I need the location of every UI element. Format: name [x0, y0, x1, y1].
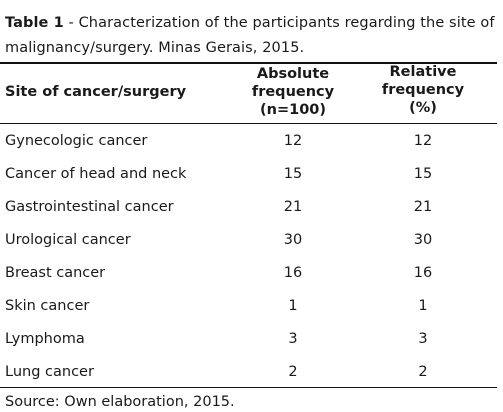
cell-absolute: 15: [283, 166, 303, 182]
header-relative-line1: Relative: [389, 64, 457, 80]
header-absolute-line2: frequency: [251, 84, 335, 100]
cell-relative: 12: [413, 133, 433, 149]
table-row: Gynecologic cancer 12 12: [0, 131, 497, 164]
table-caption: Table 1 - Characterization of the partic…: [5, 11, 499, 61]
cell-absolute: 21: [283, 199, 303, 215]
cell-relative: 1: [418, 298, 428, 314]
header-relative-line3: (%): [409, 100, 437, 116]
cell-absolute: 12: [283, 133, 303, 149]
table-row: Lymphoma 3 3: [0, 329, 497, 362]
header-site: Site of cancer/surgery: [5, 84, 187, 100]
cell-site: Lung cancer: [5, 364, 94, 380]
table-row: Skin cancer 1 1: [0, 296, 497, 329]
header-absolute-line3: (n=100): [260, 102, 326, 118]
cell-site: Lymphoma: [5, 331, 85, 347]
table-bottom-rule: [0, 387, 497, 388]
table-row: Cancer of head and neck 15 15: [0, 164, 497, 197]
cell-site: Gastrointestinal cancer: [5, 199, 174, 215]
cell-relative: 3: [418, 331, 428, 347]
table-caption-text: - Characterization of the participants r…: [5, 15, 495, 56]
table-row: Gastrointestinal cancer 21 21: [0, 197, 497, 230]
table-row: Lung cancer 2 2: [0, 362, 497, 395]
cell-relative: 16: [413, 265, 433, 281]
source-note: Source: Own elaboration, 2015.: [5, 394, 235, 410]
cell-site: Cancer of head and neck: [5, 166, 187, 182]
cell-relative: 2: [418, 364, 428, 380]
cell-absolute: 1: [288, 298, 298, 314]
header-absolute-line1: Absolute: [256, 66, 330, 82]
cell-site: Gynecologic cancer: [5, 133, 148, 149]
cell-absolute: 3: [288, 331, 298, 347]
table-top-rule: [0, 62, 497, 64]
cell-relative: 30: [413, 232, 433, 248]
cell-absolute: 16: [283, 265, 303, 281]
header-relative-line2: frequency: [381, 82, 465, 98]
cell-relative: 15: [413, 166, 433, 182]
cell-site: Breast cancer: [5, 265, 106, 281]
cell-absolute: 30: [283, 232, 303, 248]
cell-absolute: 2: [288, 364, 298, 380]
cell-site: Urological cancer: [5, 232, 131, 248]
cell-site: Skin cancer: [5, 298, 90, 314]
cell-relative: 21: [413, 199, 433, 215]
table-caption-label: Table 1: [5, 15, 64, 31]
table-row: Urological cancer 30 30: [0, 230, 497, 263]
table-row: Breast cancer 16 16: [0, 263, 497, 296]
table-header-rule: [0, 123, 497, 124]
header-absolute-frequency: Absolute frequency (n=100): [238, 65, 348, 119]
header-relative-frequency: Relative frequency (%): [368, 63, 478, 117]
